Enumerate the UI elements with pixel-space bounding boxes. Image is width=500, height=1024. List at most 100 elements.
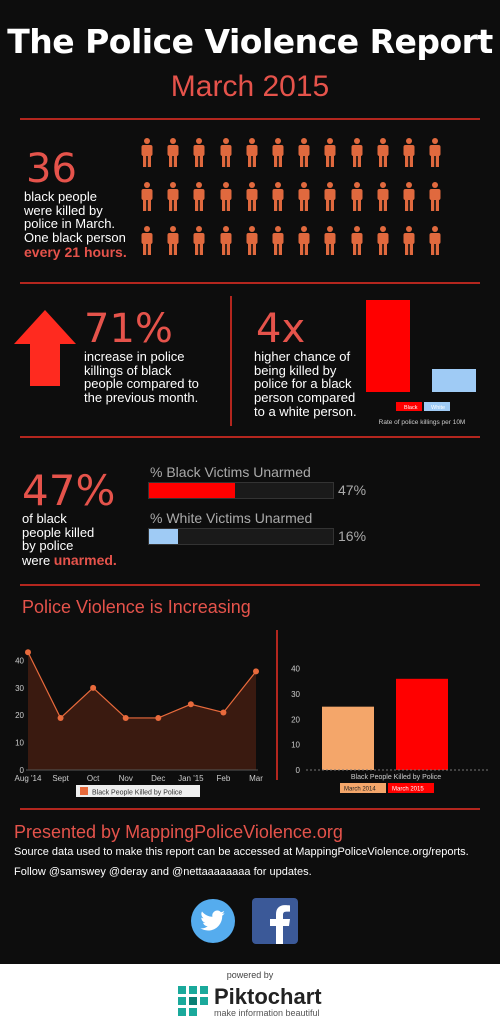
page-title: The Police Violence Report (7, 22, 493, 61)
increase-line: increase in police (84, 349, 185, 364)
source-note: Source data used to make this report can… (14, 846, 469, 858)
y-tick-label: 40 (291, 665, 300, 674)
page-subtitle: March 2015 (170, 70, 330, 103)
chart-xlabel: Rate of police killings per 10M (379, 419, 466, 426)
bar-track (148, 482, 334, 499)
person-icon (298, 138, 310, 167)
person-icon (377, 226, 389, 255)
x-tick-label: Oct (87, 774, 100, 783)
bar-track (148, 528, 334, 545)
person-icon (403, 138, 415, 167)
x-tick-label: Sept (52, 774, 69, 783)
person-icon (272, 182, 284, 211)
unarmed-description: of black people killed by police were un… (22, 512, 142, 568)
person-icon-grid (140, 138, 460, 258)
unarmed-line: were unarmed. (22, 553, 142, 568)
data-point (90, 684, 97, 691)
person-icon (167, 138, 179, 167)
legend-box (76, 785, 200, 797)
person-icon (246, 226, 258, 255)
person-icon (220, 226, 232, 255)
chart-legend: Black People Killed by Police (76, 785, 200, 797)
person-icon (141, 226, 153, 255)
twitter-icon[interactable] (190, 898, 236, 944)
person-icon (351, 182, 363, 211)
person-icon (246, 138, 258, 167)
bar-march-2014 (322, 706, 374, 770)
person-icon (193, 182, 205, 211)
person-icon (272, 138, 284, 167)
unarmed-line: of black (22, 511, 67, 526)
victims-highlight: every 21 hours. (24, 243, 127, 260)
brand-name: Piktochart (214, 984, 322, 1009)
person-icon (351, 138, 363, 167)
legend-label: Black People Killed by Police (92, 790, 182, 797)
unarmed-highlight: unarmed. (53, 551, 117, 568)
data-point (187, 701, 194, 708)
person-icon (351, 226, 363, 255)
bar-march-2015 (396, 678, 448, 770)
x-tick-label: Jan '15 (178, 774, 204, 783)
unarmed-bar-chart: % Black Victims Unarmed 47% % White Victim… (148, 464, 388, 554)
arrow-up-icon (14, 310, 76, 386)
bar-fill (149, 529, 179, 544)
y-tick-label: 10 (291, 741, 300, 750)
person-icon (193, 226, 205, 255)
follow-note: Follow @samswey @deray and @nettaaaaaaaa… (14, 866, 312, 878)
bar-title: % Black Victims Unarmed (150, 464, 311, 480)
y-tick-label: 30 (15, 684, 24, 693)
x-tick-label: Mar (249, 774, 263, 783)
bar-value-label: 16% (338, 528, 367, 544)
unarmed-line: by police (22, 538, 74, 554)
bar-title: % White Victims Unarmed (150, 510, 313, 526)
data-point (220, 709, 227, 716)
increase-percent: 71% (84, 306, 173, 352)
person-icon (141, 138, 153, 167)
x-tick-label: Aug '14 (15, 774, 42, 783)
increase-line: people compared to (84, 376, 199, 392)
legend-label: White (431, 405, 445, 411)
bar-black (366, 300, 410, 392)
victims-count: 36 (26, 146, 77, 192)
chance-line: person compared (254, 389, 356, 405)
person-icon (298, 226, 310, 255)
person-icon (429, 138, 441, 167)
person-icon (220, 138, 232, 167)
y-tick-label: 30 (291, 690, 300, 699)
increase-description: increase in police killings of black peo… (84, 350, 224, 405)
divider (20, 584, 480, 586)
divider (20, 282, 480, 284)
y-tick-label: 20 (15, 711, 24, 720)
data-point (122, 714, 129, 721)
presented-by: Presented by MappingPoliceViolence.org (14, 822, 343, 842)
person-icon (429, 182, 441, 211)
unarmed-prefix: were (22, 552, 54, 568)
area-chart: 0 10 20 30 40 Aug '14 Sept Oct Nov Dec Jan '15 Feb M… (15, 649, 263, 797)
powered-by-bar: powered by Piktochart make information b… (0, 964, 500, 1024)
person-icon (403, 226, 415, 255)
x-tick-label: Nov (119, 774, 133, 783)
chart-xlabel: Black People Killed by Police (351, 774, 441, 781)
bar-fill (149, 483, 236, 498)
person-icon (167, 182, 179, 211)
facebook-icon[interactable] (252, 898, 298, 944)
area-fill (28, 652, 256, 770)
divider (20, 118, 480, 120)
person-icon (193, 138, 205, 167)
increase-line: killings of black (84, 362, 172, 378)
person-icon (377, 182, 389, 211)
rate-chart: Black White Rate of police killings per 10… (366, 300, 476, 426)
vertical-divider (276, 630, 278, 780)
brand-tagline: make information beautiful (214, 1008, 320, 1018)
person-icon (324, 182, 336, 211)
person-icon (141, 182, 153, 211)
legend-swatch (388, 783, 434, 793)
bar-value-label: 47% (338, 482, 367, 498)
comparison-chart: 0 10 20 30 40 Black People Killed by Police Ma… (291, 665, 490, 793)
series-line (27, 651, 257, 719)
chance-line: being killed by (254, 362, 337, 378)
legend-label: March 2014 (344, 787, 376, 793)
chance-line: to a white person. (254, 403, 357, 419)
legend-swatch (396, 402, 422, 411)
divider (20, 436, 480, 438)
